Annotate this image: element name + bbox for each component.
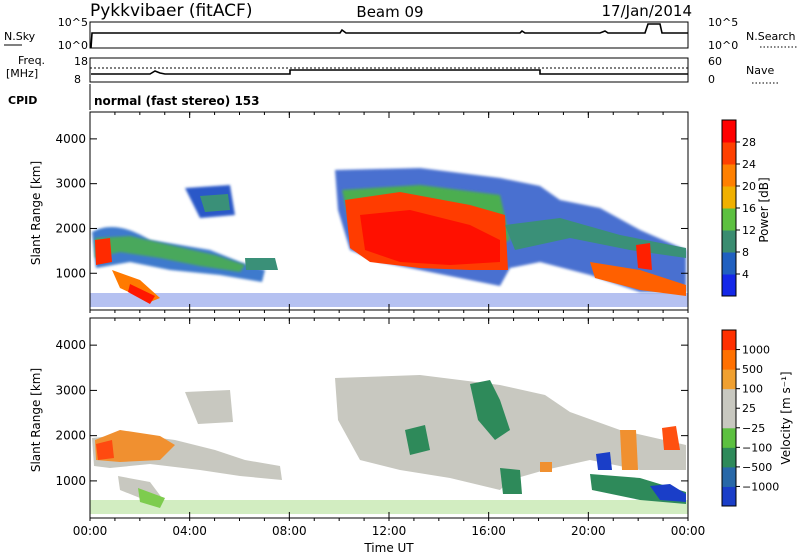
velocity-colorbar-label: 500 (742, 363, 763, 376)
freq-unit: [MHz] (6, 67, 38, 80)
cpid-panel: CPID normal (fast stereo) 153 (8, 84, 260, 110)
velocity-colorbar-swatch (722, 408, 736, 429)
power-colorbar-label: 12 (742, 224, 756, 237)
nave-tick-bottom: 0 (708, 73, 715, 86)
power-ytick-label: 2000 (55, 221, 86, 235)
x-tick-label: 00:00 (671, 524, 706, 538)
power-ytick-label: 4000 (55, 132, 86, 146)
velocity-colorbar-label: 100 (742, 383, 763, 396)
velocity-colorbar-swatch (722, 466, 736, 487)
velocity-colorbar-label: −500 (742, 461, 772, 474)
power-colorbar: 4 8 12 16 20 24 28 (721, 119, 756, 297)
x-tick-label: 00:00 (73, 524, 108, 538)
velocity-ytick-label: 2000 (55, 429, 86, 443)
nsky-panel: N.Sky 10^5 10^0 10^5 10^0 N.Search (4, 16, 798, 52)
power-ylabel: Slant Range [km] (29, 161, 43, 265)
velocity-colorbar-swatch (722, 427, 736, 448)
nsky-label: N.Sky (4, 30, 36, 43)
velocity-colorbar-label: −100 (742, 441, 772, 454)
power-panel: 1000 2000 3000 4000 Slant Range [km] 4 8 12 16… (29, 111, 771, 311)
freq-label: Freq. (18, 54, 45, 67)
nsky-tick-top: 10^5 (58, 16, 88, 29)
x-tick-label: 12:00 (372, 524, 407, 538)
x-axis-label: Time UT (363, 541, 414, 554)
x-tick-label: 16:00 (471, 524, 506, 538)
nsky-tick-bottom: 10^0 (58, 39, 88, 52)
power-ytick-label: 1000 (55, 266, 86, 280)
power-colorbar-swatch (722, 142, 736, 165)
date-label: 17/Jan/2014 (602, 2, 693, 20)
power-colorbar-swatch (722, 164, 736, 187)
power-colorbar-label: 16 (742, 202, 756, 215)
freq-trace (91, 69, 688, 75)
nave-label: Nave (746, 64, 774, 77)
power-colorbar-swatch (722, 274, 736, 297)
power-colorbar-swatch (722, 186, 736, 209)
nsearch-tick-bottom: 10^0 (708, 39, 738, 52)
power-colorbar-label: 4 (742, 268, 749, 281)
velocity-colorbar-label: −25 (742, 422, 765, 435)
nsearch-tick-top: 10^5 (708, 16, 738, 29)
power-colorbar-swatch (722, 208, 736, 231)
velocity-ytick-label: 1000 (55, 474, 86, 488)
freq-tick-top: 18 (74, 55, 88, 68)
power-ytick-label: 3000 (55, 177, 86, 191)
power-axis: 1000 2000 3000 4000 (55, 132, 688, 280)
velocity-colorbar-label: Velocity [m s⁻¹] (779, 371, 793, 464)
power-colorbar-label: 20 (742, 180, 756, 193)
station-title: Pykkvibaer (fitACF) (90, 1, 252, 21)
freq-tick-bottom: 8 (74, 73, 81, 86)
x-tick-label: 04:00 (172, 524, 207, 538)
velocity-colorbar-swatch (722, 486, 736, 507)
velocity-ylabel: Slant Range [km] (29, 368, 43, 472)
power-colorbar-label: 24 (742, 158, 756, 171)
x-tick-label: 20:00 (571, 524, 606, 538)
x-axis: 00:00 04:00 08:00 12:00 16:00 20:00 00:00 (73, 112, 706, 538)
velocity-colorbar-swatch (722, 349, 736, 370)
x-tick-label: 08:00 (272, 524, 307, 538)
velocity-colorbar-frame (721, 329, 737, 507)
cpid-text: normal (fast stereo) 153 (94, 94, 260, 108)
velocity-colorbar-label: 1000 (742, 344, 770, 357)
beam-label: Beam 09 (356, 3, 423, 21)
velocity-colorbar-swatch (722, 388, 736, 409)
velocity-colorbar-label: −1000 (742, 480, 779, 493)
velocity-data (90, 375, 688, 514)
velocity-colorbar-swatch (722, 330, 736, 351)
velocity-ytick-label: 4000 (55, 338, 86, 352)
velocity-colorbar: 1000 500 100 25 −25 −100 −500 −1000 (721, 329, 779, 507)
power-colorbar-label: Power [dB] (757, 177, 771, 242)
power-colorbar-label: 28 (742, 136, 756, 149)
power-colorbar-swatch (722, 120, 736, 143)
velocity-colorbar-swatch (722, 447, 736, 468)
cpid-label: CPID (8, 94, 37, 107)
velocity-panel: 1000 2000 3000 4000 Slant Range [km] 1000 50… (29, 317, 793, 519)
nsky-trace (90, 23, 688, 49)
power-colorbar-label: 8 (742, 246, 749, 259)
velocity-axis: 1000 2000 3000 4000 (55, 338, 688, 488)
power-data (90, 168, 688, 307)
velocity-colorbar-swatch (722, 369, 736, 390)
power-colorbar-swatch (722, 252, 736, 275)
velocity-colorbar-label: 25 (742, 402, 756, 415)
velocity-ytick-label: 3000 (55, 383, 86, 397)
nsearch-label: N.Search (746, 30, 796, 43)
nave-tick-top: 60 (708, 55, 722, 68)
power-colorbar-swatch (722, 230, 736, 253)
freq-panel: Freq. [MHz] 18 8 60 0 Nave (6, 54, 778, 86)
